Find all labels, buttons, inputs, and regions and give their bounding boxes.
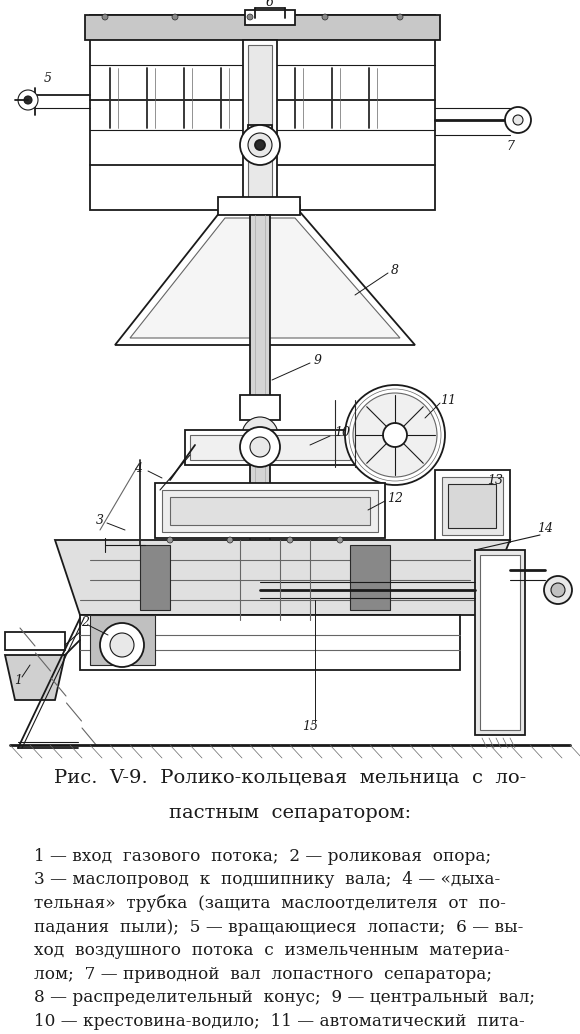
Bar bbox=[90, 615, 155, 665]
Text: 2: 2 bbox=[81, 615, 89, 629]
Text: Рис.  V-9.  Ролико-кольцевая  мельница  с  ло-: Рис. V-9. Ролико-кольцевая мельница с ло… bbox=[54, 768, 526, 786]
Text: 14: 14 bbox=[537, 521, 553, 535]
Bar bbox=[250, 215, 270, 590]
Circle shape bbox=[172, 14, 178, 20]
Circle shape bbox=[18, 90, 38, 110]
Text: 13: 13 bbox=[487, 474, 503, 487]
Text: 4: 4 bbox=[134, 461, 142, 475]
Text: 7: 7 bbox=[506, 141, 514, 153]
Circle shape bbox=[353, 393, 437, 477]
Circle shape bbox=[505, 107, 531, 133]
Polygon shape bbox=[55, 540, 510, 615]
Bar bbox=[442, 477, 503, 535]
Bar bbox=[185, 430, 355, 465]
Bar bbox=[243, 40, 277, 210]
Text: 10: 10 bbox=[334, 426, 350, 439]
Polygon shape bbox=[115, 212, 415, 345]
Circle shape bbox=[250, 437, 270, 457]
Bar bbox=[248, 125, 272, 160]
Text: 6: 6 bbox=[266, 0, 274, 8]
Bar bbox=[140, 545, 170, 610]
Text: пастным  сепаратором:: пастным сепаратором: bbox=[169, 803, 411, 822]
Circle shape bbox=[110, 633, 134, 657]
Circle shape bbox=[227, 537, 233, 543]
Circle shape bbox=[100, 624, 144, 667]
Circle shape bbox=[247, 14, 253, 20]
Text: 5: 5 bbox=[44, 71, 52, 85]
Bar bbox=[448, 484, 496, 528]
Text: 3: 3 bbox=[96, 514, 104, 526]
Bar bbox=[85, 16, 440, 40]
Bar bbox=[248, 45, 272, 205]
Bar bbox=[480, 555, 520, 730]
Circle shape bbox=[544, 576, 572, 604]
Polygon shape bbox=[5, 655, 65, 700]
Bar bbox=[80, 615, 460, 670]
Circle shape bbox=[397, 14, 403, 20]
Circle shape bbox=[102, 14, 108, 20]
Circle shape bbox=[287, 537, 293, 543]
Text: 1 — вход  газового  потока;  2 — роликовая  опора;
3 — маслопровод  к  подшипник: 1 — вход газового потока; 2 — роликовая … bbox=[34, 848, 539, 1034]
Bar bbox=[475, 550, 525, 735]
Text: 12: 12 bbox=[387, 491, 403, 505]
Circle shape bbox=[513, 115, 523, 125]
Circle shape bbox=[242, 417, 278, 453]
Text: 15: 15 bbox=[302, 720, 318, 732]
Bar bbox=[218, 197, 300, 215]
Bar bbox=[190, 435, 350, 460]
Circle shape bbox=[322, 14, 328, 20]
Bar bbox=[155, 483, 385, 538]
Text: 8: 8 bbox=[391, 264, 399, 276]
Circle shape bbox=[167, 537, 173, 543]
Circle shape bbox=[255, 140, 265, 150]
Text: 9: 9 bbox=[314, 354, 322, 366]
Circle shape bbox=[337, 537, 343, 543]
Circle shape bbox=[551, 583, 565, 597]
Bar bbox=[245, 10, 295, 25]
Circle shape bbox=[24, 96, 32, 104]
Circle shape bbox=[240, 125, 280, 165]
Bar bbox=[170, 497, 370, 525]
Bar bbox=[240, 395, 280, 420]
Text: 11: 11 bbox=[440, 394, 456, 406]
Bar bbox=[90, 16, 435, 210]
Circle shape bbox=[240, 427, 280, 467]
Polygon shape bbox=[130, 218, 400, 338]
Circle shape bbox=[383, 423, 407, 447]
Bar bbox=[350, 545, 390, 610]
Circle shape bbox=[248, 133, 272, 157]
Text: 1: 1 bbox=[14, 673, 22, 687]
Bar bbox=[435, 470, 510, 542]
Circle shape bbox=[345, 385, 445, 485]
Bar bbox=[5, 632, 65, 650]
Bar bbox=[162, 490, 378, 533]
